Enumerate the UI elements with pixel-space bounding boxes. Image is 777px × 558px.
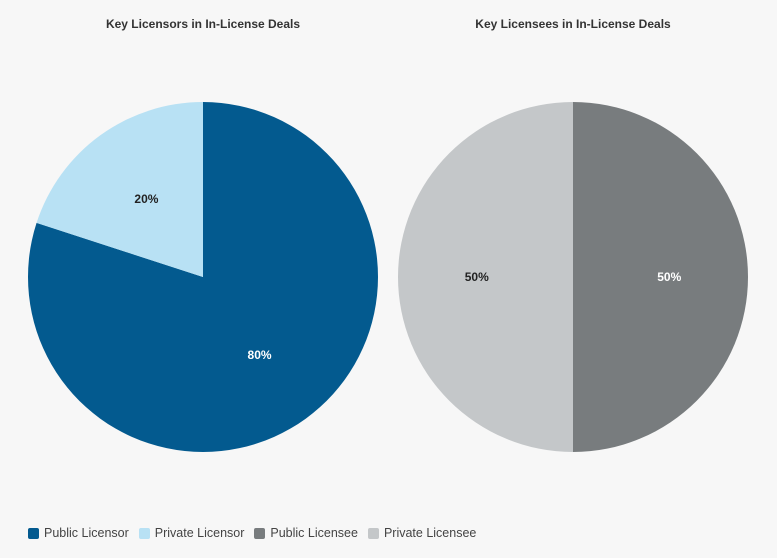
pie-slice-private-licensor: [36, 102, 203, 277]
legend-item-public-licensee[interactable]: Public Licensee: [254, 526, 358, 540]
legend-swatch-public-licensee: [254, 527, 266, 539]
legend-item-private-licensor[interactable]: Private Licensor: [138, 526, 245, 540]
pie-slice-private-licensee: [398, 102, 573, 452]
legend-label-private-licensor: Private Licensor: [154, 526, 245, 540]
legend-swatch-private-licensee: [367, 527, 379, 539]
legend: Public Licensor Private Licensor Public Li…: [28, 526, 476, 540]
legend-label-private-licensee: Private Licensee: [383, 526, 477, 540]
chart-title-licensees: Key Licensees in In-License Deals: [475, 17, 671, 31]
legend-swatch-private-licensor: [138, 527, 150, 539]
pie-slice-public-licensee: [573, 102, 748, 452]
data-label-private-licensee: 50%: [465, 270, 489, 284]
data-label-private-licensor: 20%: [134, 192, 158, 206]
legend-item-public-licensor[interactable]: Public Licensor: [28, 526, 129, 540]
data-label-public-licensor: 80%: [248, 348, 272, 362]
legend-label-public-licensee: Public Licensee: [270, 526, 358, 540]
data-label-public-licensee: 50%: [657, 270, 681, 284]
legend-swatch-public-licensor: [28, 527, 39, 539]
legend-item-private-licensee[interactable]: Private Licensee: [367, 526, 477, 540]
legend-label-public-licensor: Public Licensor: [44, 526, 129, 540]
chart-title-licensors: Key Licensors in In-License Deals: [105, 17, 301, 31]
